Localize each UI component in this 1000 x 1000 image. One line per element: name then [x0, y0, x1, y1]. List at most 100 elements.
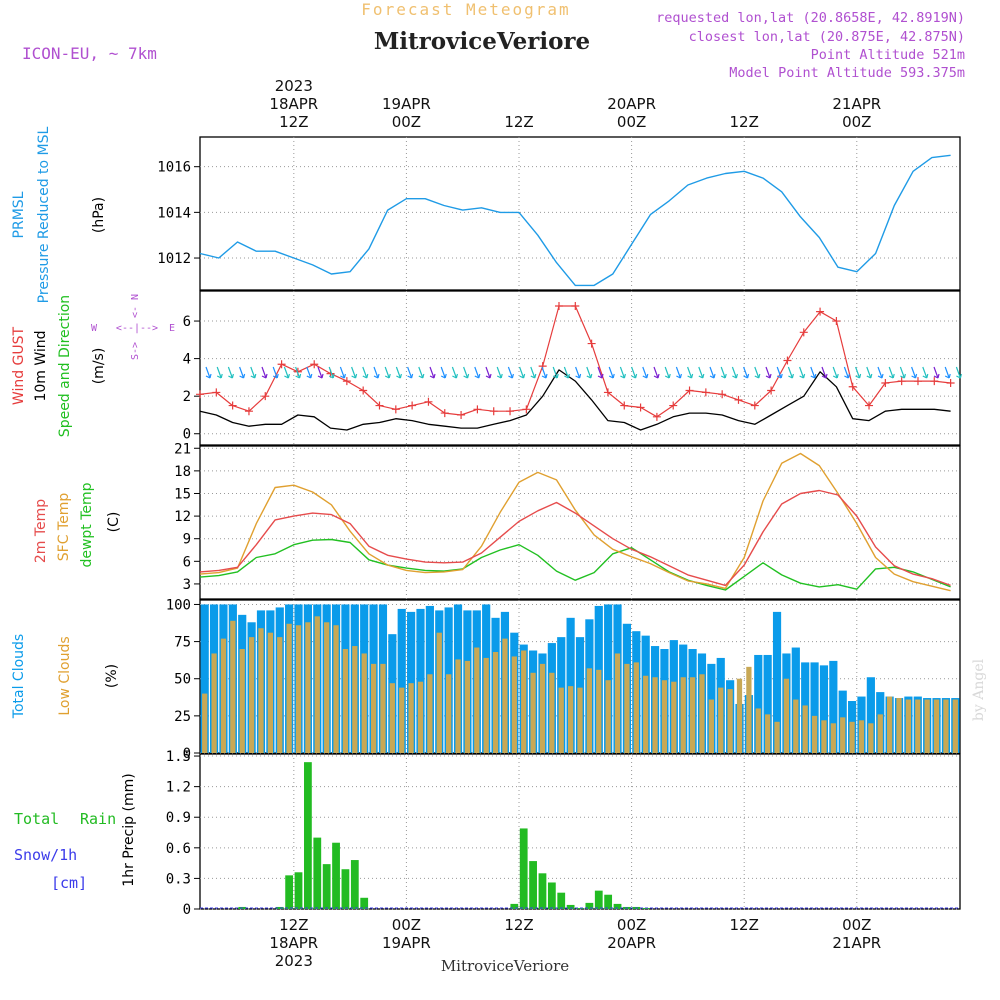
gust-marker: [897, 377, 906, 386]
ytick-label-wind: 0: [183, 427, 191, 443]
gust-marker: [571, 302, 580, 311]
gust-marker: [522, 405, 531, 414]
wind-dir-arrow: [821, 366, 828, 379]
rain-bar: [613, 903, 622, 909]
cloud-low-bar: [286, 623, 292, 753]
cloud-unit: (%): [104, 664, 120, 688]
ytick-label-temp: 9: [183, 532, 191, 548]
wind-dir-arrow: [754, 366, 761, 379]
cloud-low-bar: [643, 675, 649, 753]
cloud-low-bar: [943, 699, 949, 753]
wind-dir-arrow: [709, 366, 716, 379]
cloud-total-bar: [416, 608, 425, 753]
wind-dir-arrow: [911, 366, 918, 379]
rain-bar: [519, 828, 528, 909]
cloud-total-bar: [772, 611, 782, 753]
cloud-low-bar: [661, 680, 668, 753]
cloud-low-bar: [952, 699, 958, 753]
bottom-axis-label: 00Z: [617, 916, 646, 934]
cloud-low-bar: [295, 625, 302, 753]
cloud-low-bar: [746, 666, 752, 753]
bottom-axis-label: 21APR: [832, 934, 881, 952]
gust-marker: [734, 395, 743, 404]
wind-dir-arrow: [653, 366, 660, 379]
gust-marker: [408, 401, 417, 410]
gust-marker: [701, 388, 710, 397]
cloud-low-bar: [521, 650, 527, 753]
wind-dir-arrow: [575, 366, 582, 379]
rain-bar: [547, 882, 556, 909]
rain-bar: [510, 903, 519, 909]
top-axis-label: 12Z: [730, 113, 759, 131]
cloud-low-bar: [680, 677, 686, 753]
rain-bar: [341, 869, 350, 909]
gust-marker: [457, 410, 466, 419]
rain-bar: [275, 906, 284, 909]
wind-dir-arrow: [787, 366, 794, 379]
cloud-low-bar: [821, 720, 827, 753]
ytick-label-cloud: 0: [183, 746, 191, 762]
pressure-label-1: PRMSL: [11, 191, 27, 238]
ytick-label-temp: 18: [174, 464, 191, 480]
cloud-low-bar: [736, 678, 743, 753]
wind-dir-arrow: [373, 366, 380, 379]
top-axis-label: 18APR: [269, 95, 318, 113]
gust-marker: [767, 386, 776, 395]
station-title: MitroviceVeriore: [374, 28, 590, 55]
bottom-axis-label: 12Z: [730, 916, 759, 934]
cloud-low-bar: [267, 632, 273, 753]
wind-dir-arrow: [261, 366, 268, 379]
wind-dir-arrow: [474, 366, 481, 379]
ytick-label-cloud: 75: [174, 635, 191, 651]
ytick-label-temp: 6: [183, 554, 191, 570]
cloud-low-bar: [202, 693, 208, 753]
top-axis-label: 00Z: [617, 113, 646, 131]
gust-marker: [636, 403, 645, 412]
watermark: by Angel: [971, 658, 987, 721]
precip-panel: 0 0.3 0.6 0.9 1.2 1.5: [166, 749, 960, 918]
ytick-label-temp: 21: [174, 441, 191, 457]
ytick-label-precip: 0.9: [166, 810, 191, 826]
cloud-low-bar: [352, 646, 358, 753]
cloud-total-bar: [763, 654, 772, 753]
precip-cm-label: [cm]: [51, 874, 87, 892]
cloud-low-bar: [849, 721, 855, 753]
ytick-label-cloud: 100: [166, 597, 191, 613]
ytick-label-temp: 3: [183, 577, 191, 593]
gust-marker: [881, 379, 890, 388]
sfc-temp-line: [199, 452, 951, 592]
gust-marker: [212, 388, 221, 397]
cloud-total-bar: [407, 611, 416, 753]
gust-marker: [424, 397, 433, 406]
panel-frame-temp: [199, 445, 961, 600]
wind-dir-arrow: [776, 366, 783, 379]
wind-dir-arrow: [418, 366, 425, 379]
ytick-label-precip: 1.5: [166, 749, 191, 765]
wind-dir-arrow: [395, 366, 402, 379]
gust-marker: [799, 328, 808, 337]
wind-dir-arrow: [541, 366, 548, 379]
compass-s: S: [130, 354, 141, 360]
cloud-low-bar: [567, 686, 574, 753]
cloud-low-bar: [549, 672, 555, 753]
cloud-total-bar: [200, 604, 209, 753]
model-altitude: Model Point Altitude 593.375m: [729, 65, 965, 81]
wind-dir-arrow: [832, 366, 839, 379]
top-axis-label: 12Z: [279, 113, 308, 131]
gust-marker: [946, 379, 955, 388]
rain-bar: [585, 902, 594, 909]
wind-dir-arrow: [810, 366, 817, 379]
gust-marker: [750, 401, 759, 410]
dewpoint-line: [199, 538, 951, 591]
top-axis-label: 20APR: [607, 95, 656, 113]
cloud-total-label: Total Clouds: [11, 634, 27, 719]
wind-dir-arrow: [496, 366, 503, 379]
cloud-total-bar: [604, 604, 613, 753]
gust-marker: [440, 409, 449, 418]
wind-dir-arrow: [922, 366, 929, 379]
cloud-low-bar: [239, 649, 245, 753]
top-axis-label: 00Z: [842, 113, 871, 131]
rain-bar: [594, 890, 603, 909]
cloud-total-bar: [829, 660, 838, 753]
